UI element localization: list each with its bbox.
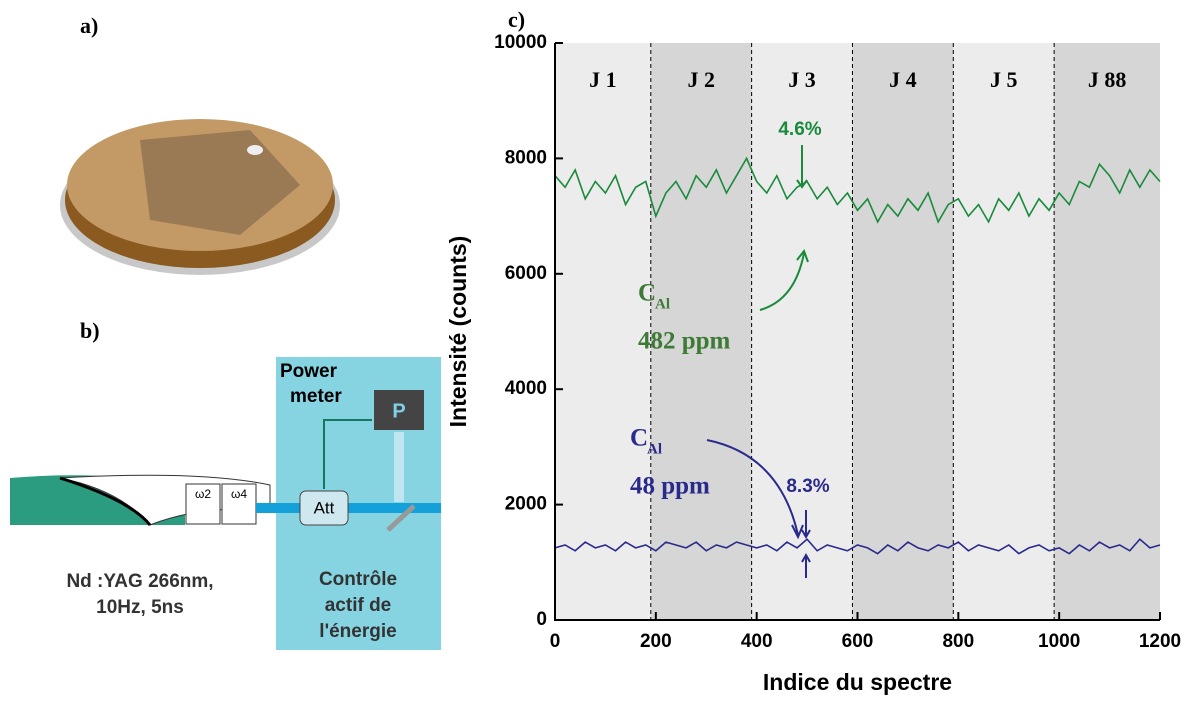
y-tick-label: 8000 — [505, 147, 547, 168]
x-tick-label: 800 — [942, 631, 974, 652]
diagram-label: Att — [314, 498, 335, 517]
diagram-label: Nd :YAG 266nm, — [66, 571, 213, 592]
annotation: 8.3% — [786, 476, 829, 497]
annotation-arrow — [759, 248, 809, 311]
y-tick-label: 6000 — [505, 263, 547, 284]
x-axis-label: Indice du spectre — [763, 669, 952, 695]
annotation-sub: Al — [647, 441, 662, 457]
x-tick-label: 0 — [550, 631, 561, 652]
day-region — [953, 43, 1055, 620]
day-label: J 2 — [687, 67, 715, 92]
x-tick-label: 1200 — [1139, 631, 1181, 652]
day-region — [555, 43, 651, 620]
day-region — [1054, 43, 1160, 620]
diagram-label: meter — [290, 386, 342, 407]
annotation-arrow — [796, 145, 808, 189]
panel-label: a) — [80, 13, 98, 38]
series-line — [554, 538, 1161, 555]
x-tick-label: 400 — [741, 631, 773, 652]
day-label: J 4 — [889, 67, 917, 92]
diagram-label: ω4 — [231, 487, 247, 501]
annotation-arrow — [801, 510, 811, 578]
annotation-conc: 48 ppm — [630, 473, 710, 500]
annotation-arrow — [706, 439, 804, 540]
day-region — [852, 43, 954, 620]
day-label: J 5 — [990, 67, 1018, 92]
x-tick-label: 200 — [640, 631, 672, 652]
panel-label: b) — [80, 318, 100, 343]
diagram-label: Contrôle — [319, 569, 397, 590]
diagram-label: Power — [280, 361, 338, 382]
y-tick-label: 4000 — [505, 378, 547, 399]
x-tick-label: 1000 — [1038, 631, 1080, 652]
photo — [60, 119, 340, 275]
y-tick-label: 0 — [536, 609, 547, 630]
annotation: C — [630, 425, 648, 452]
annotation: 4.6% — [778, 119, 821, 140]
setup-diagram: Power meter P Att ω2 ω4 Nd :YAG 266nm, 1… — [10, 357, 441, 650]
panel-label: c) — [508, 7, 525, 32]
diagram-label: ω2 — [195, 487, 211, 501]
day-label: J 3 — [788, 67, 816, 92]
diagram-label: 10Hz, 5ns — [96, 597, 184, 618]
diagram-label: P — [392, 400, 405, 422]
y-tick-label: 2000 — [505, 494, 547, 515]
x-tick-label: 600 — [842, 631, 874, 652]
day-region — [751, 43, 853, 620]
annotation-conc: 482 ppm — [638, 328, 731, 355]
y-axis-label: Intensité (counts) — [445, 236, 471, 428]
series-line — [554, 156, 1161, 224]
day-label: J 88 — [1088, 67, 1127, 92]
day-region — [650, 43, 752, 620]
diagram-label: actif de — [325, 595, 392, 616]
day-label: J 1 — [589, 67, 617, 92]
annotation: C — [638, 280, 656, 307]
annotation-sub: Al — [655, 296, 670, 312]
y-tick-label: 10000 — [494, 32, 547, 53]
diagram-label: l'énergie — [319, 621, 396, 642]
